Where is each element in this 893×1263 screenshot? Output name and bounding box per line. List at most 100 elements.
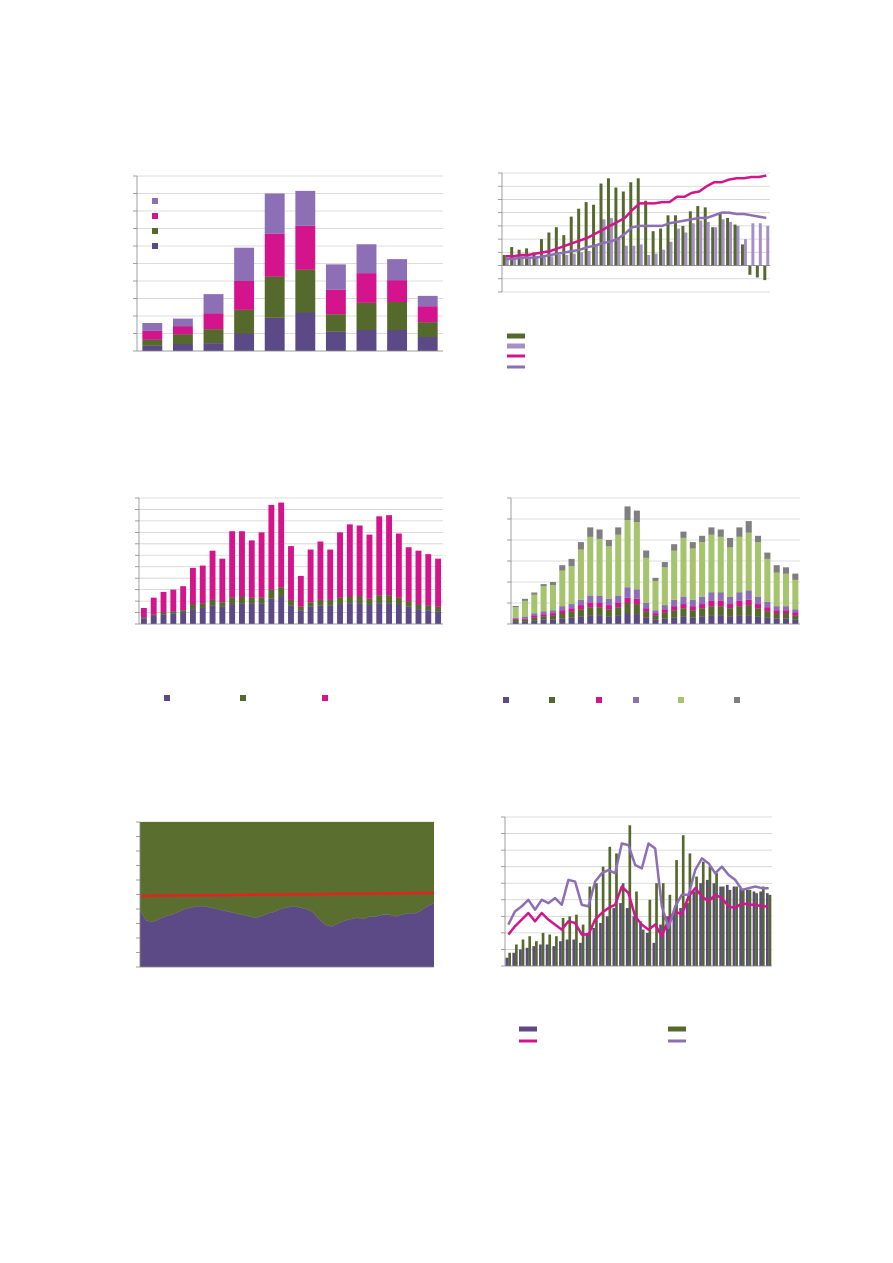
bar	[652, 577, 659, 581]
bar	[624, 587, 631, 598]
bar	[172, 326, 193, 335]
bar	[376, 516, 383, 596]
bar	[680, 596, 687, 605]
bar	[512, 618, 519, 620]
bar	[671, 599, 678, 607]
bar	[615, 527, 622, 535]
bar	[773, 610, 780, 614]
legend-swatch	[240, 695, 246, 701]
bar	[559, 618, 566, 624]
bar	[568, 617, 575, 624]
bar	[264, 233, 285, 277]
bar	[520, 257, 524, 266]
bar	[172, 334, 193, 344]
bar	[671, 550, 678, 600]
bar	[417, 337, 438, 351]
bar	[782, 573, 790, 607]
bar	[596, 615, 603, 624]
bar	[715, 873, 718, 966]
bar	[234, 281, 255, 310]
bar	[662, 249, 666, 266]
bar	[676, 228, 680, 266]
bar	[621, 191, 625, 266]
bar	[559, 565, 566, 571]
bar	[278, 587, 285, 597]
bar	[425, 605, 432, 611]
bar	[572, 253, 576, 266]
bar	[160, 591, 167, 613]
legend-swatch	[519, 1026, 537, 1032]
bar	[140, 617, 147, 619]
bar	[782, 567, 790, 574]
bar	[209, 599, 216, 606]
bar	[721, 219, 725, 266]
bar	[142, 330, 163, 340]
bar	[639, 244, 643, 266]
bar	[180, 612, 187, 624]
bar	[568, 566, 575, 605]
bar	[595, 245, 599, 266]
bar	[386, 595, 393, 604]
bar	[327, 549, 334, 600]
bar	[736, 536, 743, 593]
bar	[728, 889, 732, 966]
bar	[547, 232, 551, 266]
bar	[773, 606, 780, 611]
bar	[203, 329, 224, 344]
bar	[654, 253, 658, 266]
bar	[765, 893, 769, 966]
bar	[209, 605, 216, 624]
bar	[629, 182, 633, 266]
bar	[643, 603, 650, 609]
bar	[415, 604, 422, 610]
bar	[652, 580, 659, 611]
bar	[755, 535, 762, 543]
bar	[605, 916, 609, 966]
bar	[531, 617, 538, 621]
bar	[647, 254, 651, 266]
bar	[297, 610, 304, 624]
bar	[699, 616, 706, 624]
bar	[711, 227, 715, 266]
bar	[258, 603, 265, 624]
bar	[625, 908, 629, 966]
bar	[140, 607, 147, 618]
bar	[708, 600, 715, 607]
bar	[736, 225, 740, 266]
bar	[585, 932, 589, 966]
bar	[549, 610, 556, 614]
bar	[717, 536, 724, 593]
legend-swatch	[164, 695, 170, 701]
bar	[764, 611, 771, 618]
area	[140, 822, 434, 927]
bar	[632, 916, 636, 966]
bar	[346, 524, 353, 597]
bar	[356, 330, 377, 351]
bar	[782, 613, 790, 619]
bar	[699, 542, 706, 597]
bar	[513, 258, 517, 266]
bar	[395, 604, 402, 624]
bar	[661, 883, 665, 966]
bar	[366, 598, 373, 605]
bar	[248, 540, 255, 598]
bar	[565, 939, 569, 966]
bar	[766, 225, 770, 266]
bar	[596, 603, 603, 608]
bar	[568, 611, 575, 618]
bar	[699, 220, 703, 266]
bar	[743, 239, 747, 266]
bar	[643, 608, 650, 612]
bar	[596, 607, 603, 616]
bar	[732, 886, 736, 966]
bar	[580, 252, 584, 266]
bar	[568, 558, 575, 567]
bar	[745, 532, 752, 591]
bar	[559, 613, 566, 619]
bar	[669, 241, 673, 266]
bar	[726, 217, 730, 266]
bar	[768, 894, 772, 966]
bar	[268, 598, 275, 624]
bar	[755, 542, 762, 597]
